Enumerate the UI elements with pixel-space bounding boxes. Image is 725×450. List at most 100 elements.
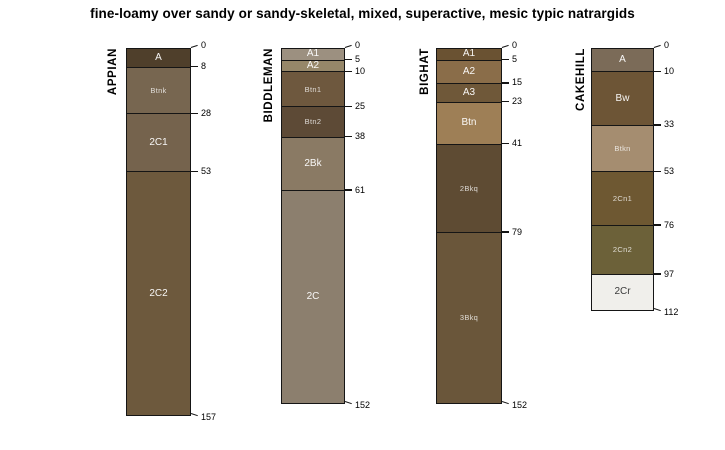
horizon-2cn2: 2Cn2	[592, 226, 653, 275]
depth-tick	[345, 58, 352, 61]
horizon-btkn: Btkn	[592, 125, 653, 173]
horizon-label: A3	[462, 86, 476, 98]
soil-column-appian: A Btnk 2C1 2C2	[126, 48, 191, 416]
depth-tick	[190, 413, 198, 417]
horizon-label: 2Bk	[304, 157, 322, 169]
figure-title: fine-loamy over sandy or sandy-skeletal,…	[90, 6, 635, 21]
horizon-label: 3Bkq	[459, 313, 479, 323]
depth-tick-label: 152	[512, 400, 528, 411]
horizon-label: 2C2	[149, 287, 168, 299]
depth-tick	[502, 142, 509, 145]
profile-name-bighat: BIGHAT	[419, 48, 431, 95]
depth-tick	[654, 124, 661, 126]
depth-tick	[502, 100, 509, 103]
depth-tick-label: 76	[664, 219, 675, 230]
horizon-a: A	[592, 49, 653, 73]
horizon-label: 2Cn1	[612, 194, 633, 204]
depth-tick	[653, 308, 661, 312]
depth-tick	[344, 401, 352, 405]
depth-tick-label: 10	[664, 65, 675, 76]
depth-tick	[502, 82, 509, 84]
horizon-label: 2C1	[149, 136, 168, 148]
horizon-bw: Bw	[592, 72, 653, 126]
horizon-label: Btkn	[614, 143, 631, 153]
horizon-2cn1: 2Cn1	[592, 172, 653, 227]
horizon-label: A2	[462, 65, 476, 77]
depth-tick-label: 97	[664, 268, 675, 279]
depth-tick-label: 53	[201, 165, 212, 176]
depth-tick-label: 8	[201, 61, 207, 72]
depth-tick-label: 0	[201, 39, 207, 50]
depth-tick	[191, 112, 198, 114]
depth-tick	[345, 70, 352, 72]
depth-tick-label: 5	[355, 54, 361, 65]
horizon-label: Bw	[615, 92, 630, 104]
depth-tick-label: 61	[355, 184, 366, 195]
horizon-label: 2Bkq	[459, 183, 479, 193]
horizon-a2: A2	[282, 60, 344, 73]
horizon-label: Btn1	[304, 84, 322, 94]
horizon-btn2: Btn2	[282, 107, 344, 138]
depth-tick	[191, 170, 198, 173]
horizon-label: A	[619, 54, 626, 66]
horizon-btn1: Btn1	[282, 72, 344, 108]
depth-tick-label: 0	[355, 39, 361, 50]
depth-tick-label: 79	[512, 226, 523, 237]
horizon-label: A	[155, 51, 162, 63]
depth-tick	[653, 45, 661, 49]
depth-tick-label: 23	[512, 96, 523, 107]
soil-column-bighat: A1 A2 A3 Btn 2Bkq 3Bkq	[436, 48, 502, 405]
horizon-label: 2Cr	[614, 286, 631, 298]
soil-column-cakehill: A Bw Btkn 2Cn1 2Cn2 2Cr	[591, 48, 654, 311]
horizon-a3: A3	[437, 83, 501, 103]
horizon-label: Btnk	[150, 85, 167, 95]
depth-tick	[654, 170, 661, 173]
horizon-2bkq: 2Bkq	[437, 144, 501, 234]
horizon-2bk: 2Bk	[282, 137, 344, 192]
depth-tick	[191, 65, 198, 68]
depth-tick	[345, 105, 352, 107]
depth-tick	[345, 189, 352, 191]
soil-column-biddleman: A1 A2 Btn1 Btn2 2Bk 2C	[281, 48, 345, 405]
horizon-label: 2C	[306, 291, 320, 303]
depth-tick	[501, 401, 509, 405]
depth-tick	[345, 135, 352, 138]
horizon-2c: 2C	[282, 191, 344, 404]
horizon-label: A1	[306, 49, 320, 60]
horizon-btnk: Btnk	[127, 67, 190, 115]
depth-tick-label: 28	[201, 107, 212, 118]
depth-tick	[654, 224, 661, 226]
depth-tick	[190, 45, 198, 49]
depth-tick	[501, 45, 509, 49]
depth-tick-label: 25	[355, 100, 366, 111]
horizon-label: A1	[462, 49, 476, 60]
depth-tick	[502, 58, 509, 61]
horizon-3bkq: 3Bkq	[437, 233, 501, 404]
depth-tick-label: 15	[512, 77, 523, 88]
horizon-a1: A1	[437, 49, 501, 61]
depth-tick-label: 10	[355, 65, 366, 76]
horizon-a1: A1	[282, 49, 344, 61]
depth-tick-label: 53	[664, 165, 675, 176]
horizon-2c1: 2C1	[127, 114, 190, 173]
depth-tick-label: 152	[355, 400, 371, 411]
depth-tick	[654, 273, 661, 275]
depth-tick-label: 5	[512, 54, 518, 65]
depth-tick-label: 33	[664, 119, 675, 130]
horizon-label: 2Cn2	[612, 245, 633, 255]
depth-tick-label: 38	[355, 131, 366, 142]
depth-tick	[654, 70, 661, 72]
horizon-a2: A2	[437, 60, 501, 84]
horizon-2cr: 2Cr	[592, 275, 653, 310]
profile-name-cakehill: CAKEHILL	[575, 48, 587, 111]
profile-name-appian: APPIAN	[107, 48, 119, 96]
horizon-label: A2	[306, 60, 320, 71]
depth-tick	[344, 45, 352, 49]
horizon-2c2: 2C2	[127, 172, 190, 415]
horizon-a: A	[127, 49, 190, 68]
depth-tick-label: 157	[201, 411, 217, 422]
horizon-btn: Btn	[437, 102, 501, 145]
horizon-label: Btn2	[304, 117, 322, 127]
depth-tick-label: 0	[664, 39, 670, 50]
